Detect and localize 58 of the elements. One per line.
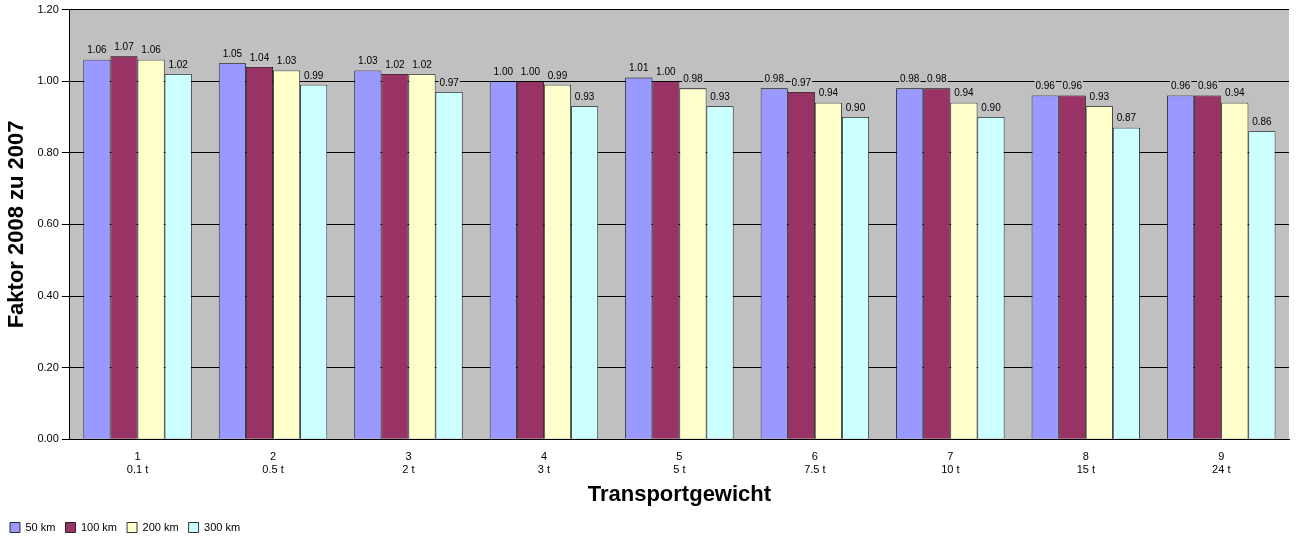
data-label: 0.98 (683, 73, 704, 85)
data-label: 1.02 (385, 58, 406, 70)
data-label: 0.98 (764, 73, 785, 85)
x-tick-label: 3 2 t (402, 449, 415, 476)
data-label: 0.97 (791, 76, 812, 88)
x-tick-label: 8 15 t (1076, 449, 1095, 476)
x-tick-label: 6 7.5 t (804, 449, 826, 476)
data-label: 0.87 (1116, 112, 1137, 124)
data-label: 1.03 (276, 55, 297, 67)
x-tick-label: 2 0.5 t (262, 449, 284, 476)
data-label: 1.01 (629, 62, 649, 74)
data-label: 1.04 (249, 51, 270, 63)
y-tick-label: 1.00 (37, 74, 59, 87)
data-label: 1.06 (141, 44, 162, 56)
y-axis-title: Faktor 2008 zu 2007 (3, 120, 29, 329)
legend-label: 100 km (80, 520, 118, 533)
data-label: 1.02 (168, 58, 189, 70)
data-label: 0.99 (547, 69, 568, 81)
data-label: 0.93 (710, 91, 731, 103)
data-label: 1.00 (520, 65, 541, 77)
data-label: 0.98 (899, 73, 920, 85)
data-label: 0.90 (981, 101, 1002, 113)
x-tick-label: 1 0.1 t (126, 449, 149, 476)
x-tick-label: 7 10 t (941, 449, 960, 476)
y-tick-label: 0.00 (37, 432, 59, 445)
y-tick-label: 0.60 (37, 217, 59, 230)
data-label: 1.00 (493, 65, 514, 77)
x-tick-label: 4 3 t (537, 449, 551, 476)
data-label: 0.93 (1089, 91, 1110, 103)
legend-label: 300 km (204, 520, 241, 533)
data-label: 1.03 (358, 55, 378, 67)
data-label: 0.94 (954, 87, 975, 99)
y-tick-label: 1.20 (37, 2, 59, 15)
x-tick-label: 5 5 t (673, 449, 686, 476)
data-label: 0.94 (1225, 87, 1245, 99)
data-label: 0.99 (303, 69, 324, 81)
data-label: 0.96 (1197, 80, 1218, 92)
data-label: 0.96 (1062, 80, 1083, 92)
x-axis-title: Transportgewicht (587, 480, 772, 506)
data-label: 0.90 (845, 101, 866, 113)
data-label: 1.07 (114, 40, 135, 52)
data-label: 1.00 (656, 65, 677, 77)
data-label: 0.94 (818, 87, 839, 99)
data-label: 0.97 (439, 76, 460, 88)
x-tick-label: 9 24 t (1212, 449, 1231, 476)
legend-label: 200 km (142, 520, 179, 533)
data-label: 0.96 (1170, 80, 1191, 92)
legend-label: 50 km (25, 520, 56, 533)
y-tick-label: 0.20 (37, 360, 59, 373)
data-label: 1.02 (412, 58, 433, 70)
data-label: 0.86 (1252, 116, 1273, 128)
data-label: 0.98 (927, 73, 947, 85)
y-tick-label: 0.80 (37, 145, 59, 158)
data-label: 0.93 (574, 91, 595, 103)
y-tick-label: 0.40 (37, 289, 59, 302)
data-label: 1.06 (87, 44, 108, 56)
data-label: 1.05 (222, 48, 243, 60)
data-label: 0.96 (1035, 80, 1056, 92)
